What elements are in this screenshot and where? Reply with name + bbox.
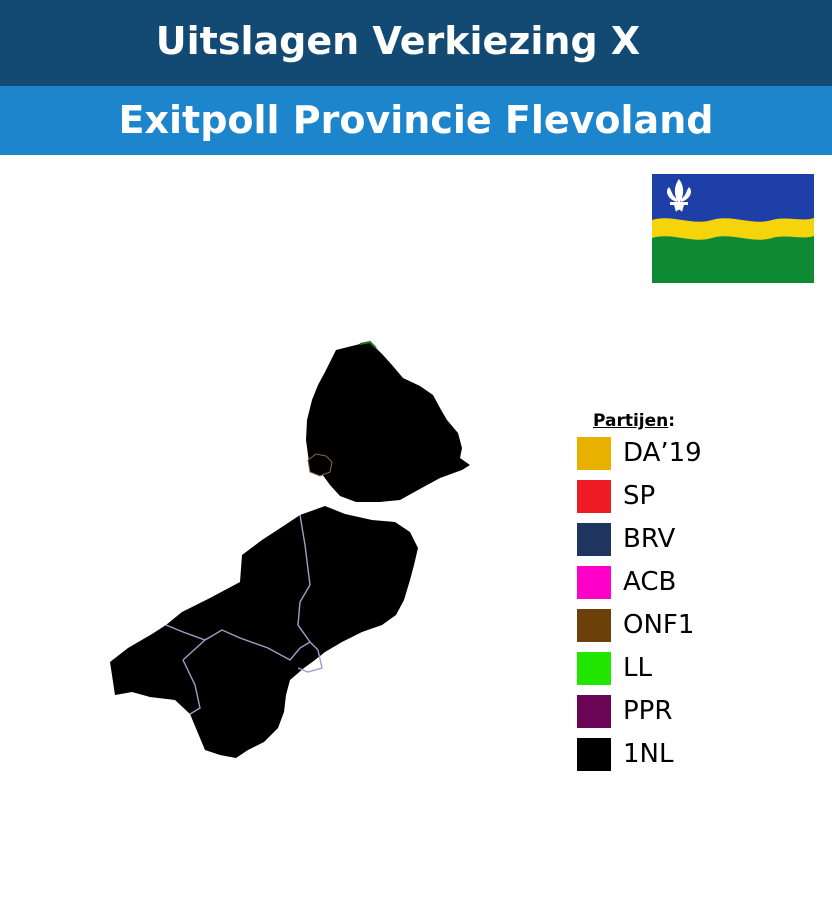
subheader-bar: Exitpoll Provincie Flevoland	[0, 86, 832, 155]
region-urk	[307, 453, 333, 477]
legend-swatch	[577, 523, 611, 556]
header-bar: Uitslagen Verkiezing X	[0, 0, 832, 86]
legend-label: DA’19	[623, 438, 702, 468]
legend-swatch	[577, 480, 611, 513]
legend-swatch	[577, 695, 611, 728]
legend-swatch	[577, 566, 611, 599]
legend-label: BRV	[623, 524, 676, 554]
fleur-de-lis-icon	[666, 179, 692, 212]
legend-title: Partijen:	[593, 411, 676, 431]
map-outline	[359, 340, 377, 349]
legend-item: SP	[577, 475, 817, 518]
region-flevoland-south	[110, 506, 418, 758]
legend-label: 1NL	[623, 739, 674, 769]
legend-item: ONF1	[577, 604, 817, 647]
legend-item: LL	[577, 647, 817, 690]
legend-item: DA’19	[577, 432, 817, 475]
legend-swatch	[577, 652, 611, 685]
legend-list: DA’19 SP BRV ACB ONF1 LL PPR 1NL	[577, 432, 817, 776]
legend-label: ONF1	[623, 610, 695, 640]
legend-label: PPR	[623, 696, 673, 726]
legend-label: SP	[623, 481, 656, 511]
legend: Partijen: DA’19 SP BRV ACB ONF1 LL PPR 1NL	[577, 410, 817, 776]
province-map	[110, 340, 470, 758]
legend-swatch	[577, 738, 611, 771]
legend-label: LL	[623, 653, 652, 683]
legend-item: BRV	[577, 518, 817, 561]
page-title: Uitslagen Verkiezing X	[155, 19, 641, 63]
legend-item: ACB	[577, 561, 817, 604]
legend-swatch	[577, 609, 611, 642]
municipality-borders	[165, 514, 323, 715]
page-subtitle: Exitpoll Provincie Flevoland	[118, 97, 714, 142]
legend-swatch	[577, 437, 611, 470]
legend-item: PPR	[577, 690, 817, 733]
flevoland-flag-icon	[652, 174, 814, 283]
region-noordoostpolder	[306, 342, 470, 502]
legend-item: 1NL	[577, 733, 817, 776]
legend-label: ACB	[623, 567, 677, 597]
